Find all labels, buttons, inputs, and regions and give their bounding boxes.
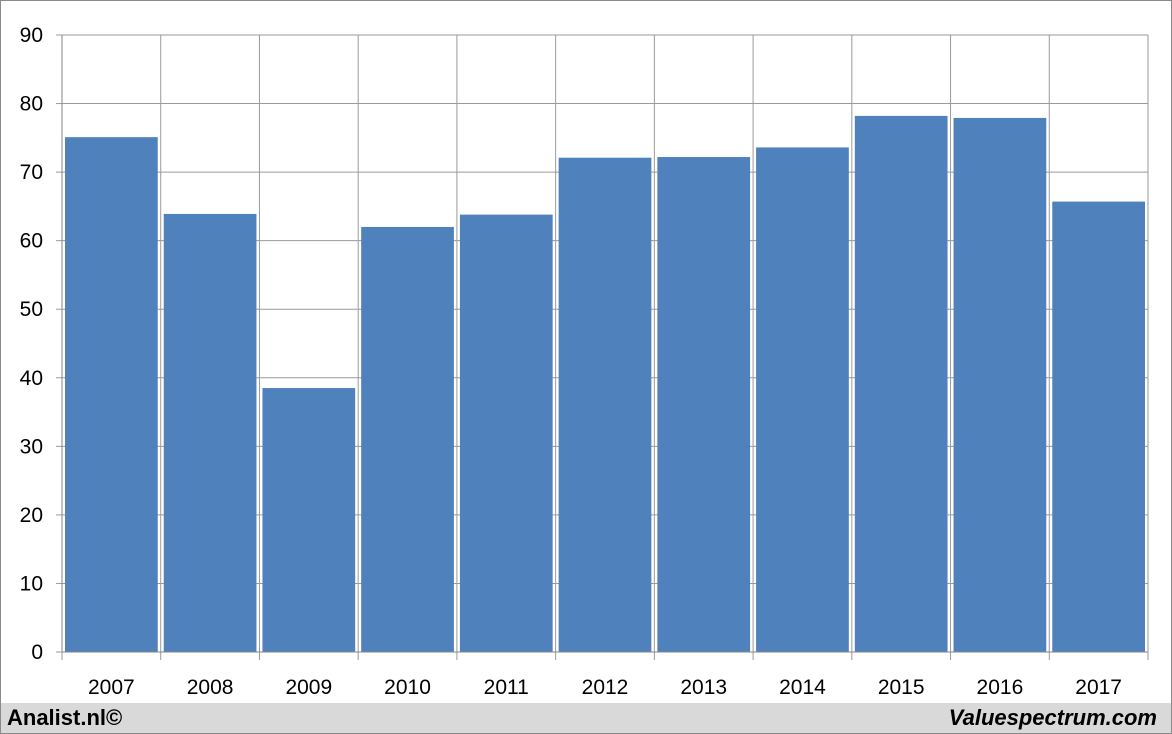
y-tick-label: 20 — [20, 504, 43, 527]
x-tick-label: 2009 — [285, 676, 332, 699]
x-tick-label: 2008 — [187, 676, 234, 699]
bar-2013 — [657, 157, 751, 653]
bar-2012 — [558, 157, 652, 652]
y-tick-label: 40 — [20, 367, 43, 390]
x-tick-label: 2014 — [779, 676, 826, 699]
y-tick-label: 10 — [20, 572, 43, 595]
y-tick-label: 60 — [20, 230, 43, 253]
source-label-left: Analist.nl© — [7, 705, 123, 730]
bar-2008 — [163, 213, 257, 652]
x-tick-label: 2012 — [582, 676, 629, 699]
bar-2011 — [459, 214, 553, 653]
y-tick-label: 70 — [20, 161, 43, 184]
source-label-right: Valuespectrum.com — [948, 705, 1157, 730]
y-tick-label: 30 — [20, 435, 43, 458]
bar-2007 — [65, 137, 158, 653]
x-tick-label: 2017 — [1075, 676, 1122, 699]
y-tick-label: 80 — [20, 93, 43, 116]
axes — [56, 34, 1149, 660]
bar-2016 — [953, 117, 1047, 653]
y-tick-label: 50 — [20, 298, 43, 321]
bar-2014 — [756, 147, 849, 653]
bar-2009 — [262, 388, 356, 652]
x-tick-label: 2015 — [878, 676, 925, 699]
x-tick-label: 2016 — [977, 676, 1024, 699]
x-tick-label: 2010 — [384, 676, 431, 699]
x-tick-label: 2013 — [680, 676, 727, 699]
bar-2017 — [1052, 201, 1145, 652]
x-tick-label: 2007 — [88, 676, 135, 699]
x-tick-labels: 2007 2008 2009 2010 2011 2012 2013 2014 2015 2016… — [88, 676, 1122, 699]
bars — [65, 115, 1145, 653]
footer-bar: Analist.nl© Valuespectrum.com — [1, 703, 1171, 733]
x-tick-label: 2011 — [484, 676, 529, 699]
y-tick-label: 90 — [20, 24, 43, 47]
bar-2015 — [854, 115, 948, 652]
bar-2010 — [361, 226, 454, 652]
y-tick-labels: 0 10 20 30 40 50 60 70 80 90 — [20, 24, 43, 664]
y-tick-label: 0 — [31, 641, 43, 664]
bar-chart: 0 10 20 30 40 50 60 70 80 90 2007 2008 2009 2010 2011… — [20, 24, 1149, 699]
